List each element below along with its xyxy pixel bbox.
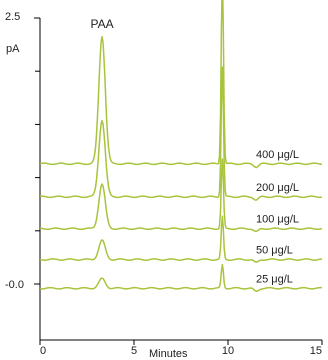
series-label: 400 μg/L [256, 149, 299, 161]
y-axis-title: pA [6, 43, 20, 55]
peak-labels: PAA [90, 17, 113, 31]
series-trace [39, 66, 323, 201]
y-ticks: 2.5 -0.0 [5, 11, 40, 291]
series-label: 100 μg/L [256, 214, 299, 226]
x-tick-label: 10 [222, 345, 234, 357]
peak-label: PAA [90, 17, 113, 31]
series-label: 200 μg/L [256, 182, 299, 194]
series-trace [39, 263, 323, 292]
x-axis-title: Minutes [149, 348, 188, 360]
series-labels: 400 μg/L 200 μg/L 100 μg/L 50 μg/L 25 μg/L [256, 149, 299, 285]
y-tick-label: -0.0 [5, 279, 24, 291]
y-tick-label: 2.5 [5, 11, 20, 23]
x-tick-label: 5 [131, 345, 137, 357]
x-tick-label: 0 [40, 345, 46, 357]
axes [39, 18, 322, 341]
x-ticks: 0 5 10 15 [39, 340, 323, 357]
series-label: 50 μg/L [256, 245, 293, 257]
x-tick-label: 15 [310, 345, 322, 357]
series-trace [39, 158, 323, 233]
series-traces [39, 0, 323, 292]
series-trace [39, 215, 323, 263]
series-trace [39, 0, 323, 169]
series-label: 25 μg/L [256, 273, 293, 285]
